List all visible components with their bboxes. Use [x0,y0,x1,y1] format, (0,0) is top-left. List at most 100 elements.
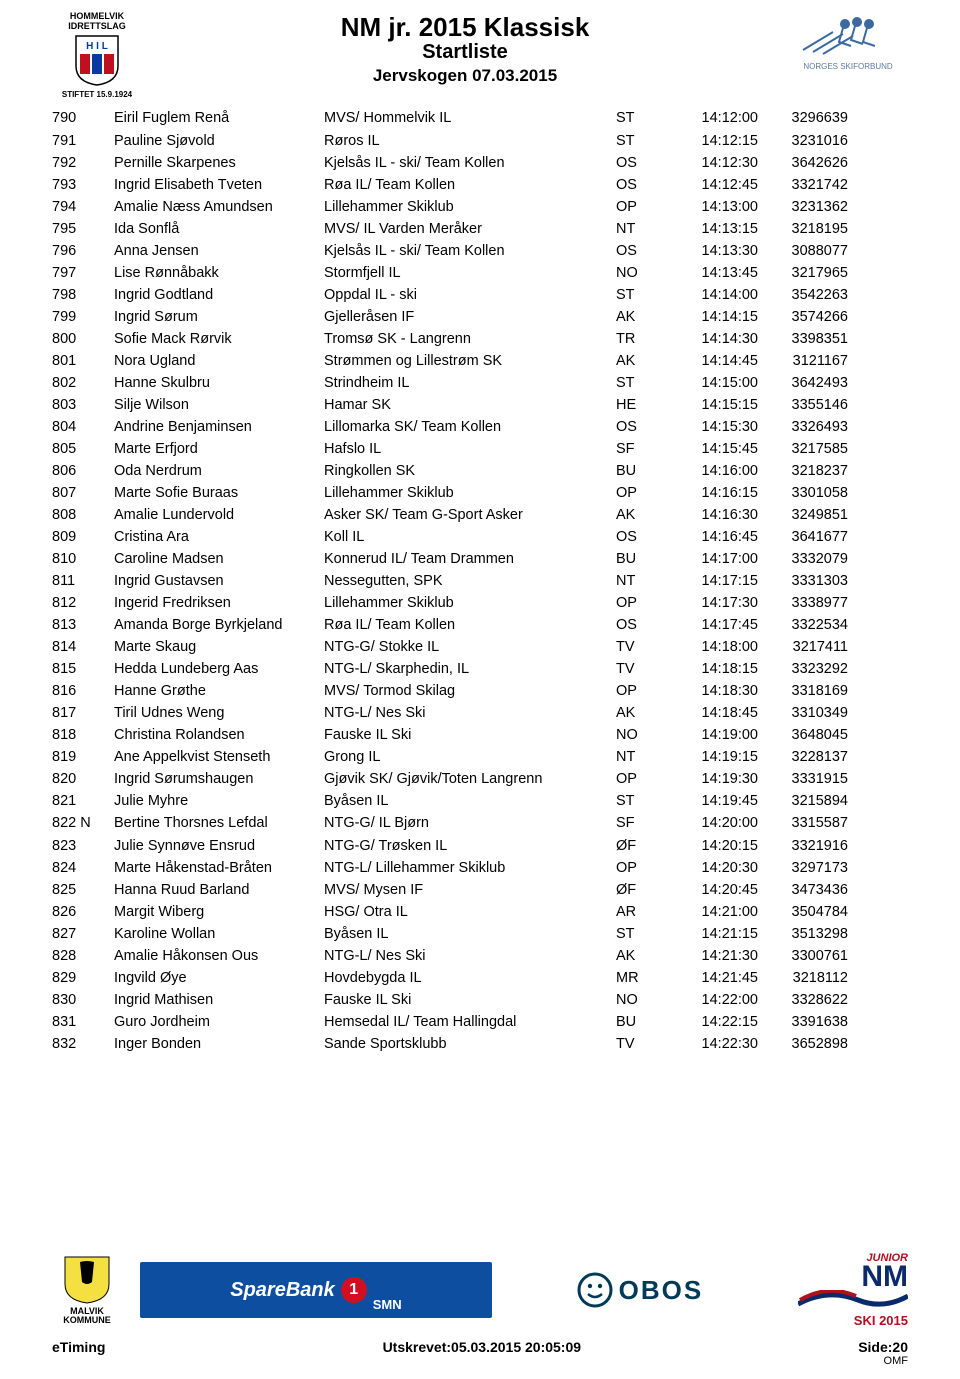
cell-region: AK [616,306,656,328]
cell-club: Røa IL/ Team Kollen [324,174,616,196]
table-row: 807Marte Sofie BuraasLillehammer Skiklub… [52,482,908,504]
cell-time: 14:16:00 [656,460,758,482]
federation-logo: NORGES SKIFORBUND [788,12,908,71]
cell-bib: 823 [52,835,114,857]
cell-id: 3398351 [758,328,848,350]
cell-time: 14:17:15 [656,570,758,592]
cell-time: 14:13:00 [656,196,758,218]
table-row: 830Ingrid MathisenFauske IL SkiNO14:22:0… [52,989,908,1011]
cell-name: Pauline Sjøvold [114,130,324,152]
cell-bib: 811 [52,570,114,592]
cell-id: 3249851 [758,504,848,526]
table-row: 798Ingrid GodtlandOppdal IL - skiST14:14… [52,284,908,306]
cell-id: 3355146 [758,394,848,416]
cell-time: 14:22:30 [656,1033,758,1055]
cell-club: Tromsø SK - Langrenn [324,328,616,350]
cell-time: 14:15:00 [656,372,758,394]
footer-center: Utskrevet:05.03.2015 20:05:09 [383,1339,581,1367]
table-row: 790Eiril Fuglem RenåMVS/ Hommelvik ILST1… [52,107,908,129]
cell-bib: 799 [52,306,114,328]
cell-id: 3218237 [758,460,848,482]
cell-id: 3513298 [758,923,848,945]
sponsor-bar: MALVIK KOMMUNE SpareBank 1 SMN OBOS JUNI… [52,1251,908,1329]
cell-region: OP [616,482,656,504]
cell-id: 3391638 [758,1011,848,1033]
cell-bib: 803 [52,394,114,416]
cell-id: 3322534 [758,614,848,636]
table-row: 831Guro JordheimHemsedal IL/ Team Hallin… [52,1011,908,1033]
cell-id: 3217585 [758,438,848,460]
cell-time: 14:14:15 [656,306,758,328]
cell-id: 3326493 [758,416,848,438]
cell-time: 14:12:15 [656,130,758,152]
cell-region: TV [616,636,656,658]
cell-region: AK [616,350,656,372]
cell-region: ST [616,923,656,945]
cell-time: 14:12:45 [656,174,758,196]
cell-name: Ingrid Godtland [114,284,324,306]
cell-id: 3321742 [758,174,848,196]
table-row: 817Tiril Udnes WengNTG-L/ Nes SkiAK14:18… [52,702,908,724]
cell-id: 3331915 [758,768,848,790]
cell-time: 14:20:15 [656,835,758,857]
cell-club: Lillehammer Skiklub [324,592,616,614]
cell-id: 3574266 [758,306,848,328]
cell-name: Inger Bonden [114,1033,324,1055]
cell-club: Ringkollen SK [324,460,616,482]
cell-name: Christina Rolandsen [114,724,324,746]
cell-time: 14:21:45 [656,967,758,989]
cell-club: Gjelleråsen IF [324,306,616,328]
cell-bib: 802 [52,372,114,394]
cell-bib: 818 [52,724,114,746]
cell-club: Røa IL/ Team Kollen [324,614,616,636]
cell-id: 3652898 [758,1033,848,1055]
federation-name: NORGES SKIFORBUND [788,62,908,71]
cell-club: Strindheim IL [324,372,616,394]
cell-time: 14:20:45 [656,879,758,901]
cell-id: 3642493 [758,372,848,394]
cell-region: OS [616,526,656,548]
cell-id: 3332079 [758,548,848,570]
cell-club: NTG-G/ IL Bjørn [324,812,616,834]
shield-icon: H I L [74,34,120,86]
cell-time: 14:21:30 [656,945,758,967]
cell-bib: 819 [52,746,114,768]
cell-time: 14:17:30 [656,592,758,614]
footer-omf: OMF [858,1355,908,1367]
cell-club: Stormfjell IL [324,262,616,284]
cell-bib: 790 [52,107,114,129]
cell-bib: 824 [52,857,114,879]
cell-region: ØF [616,879,656,901]
cell-name: Tiril Udnes Weng [114,702,324,724]
malvik-shield-icon [62,1254,112,1304]
club-founded: STIFTET 15.9.1924 [52,91,142,100]
cell-id: 3315587 [758,812,848,834]
cell-club: Fauske IL Ski [324,724,616,746]
cell-bib: 832 [52,1033,114,1055]
cell-name: Ingrid Elisabeth Tveten [114,174,324,196]
table-row: 832Inger BondenSande SportsklubbTV14:22:… [52,1033,908,1055]
cell-region: TR [616,328,656,350]
cell-time: 14:20:00 [656,812,758,834]
cell-region: AR [616,901,656,923]
cell-id: 3328622 [758,989,848,1011]
cell-club: MVS/ Hommelvik IL [324,107,616,129]
cell-region: BU [616,1011,656,1033]
cell-club: HSG/ Otra IL [324,901,616,923]
cell-region: TV [616,1033,656,1055]
cell-club: Kjelsås IL - ski/ Team Kollen [324,152,616,174]
cell-name: Bertine Thorsnes Lefdal [114,812,324,834]
cell-time: 14:21:15 [656,923,758,945]
table-row: 823Julie Synnøve EnsrudNTG-G/ Trøsken IL… [52,835,908,857]
cell-bib: 808 [52,504,114,526]
table-row: 814Marte SkaugNTG-G/ Stokke ILTV14:18:00… [52,636,908,658]
cell-name: Caroline Madsen [114,548,324,570]
cell-id: 3318169 [758,680,848,702]
cell-name: Marte Sofie Buraas [114,482,324,504]
cell-id: 3088077 [758,240,848,262]
cell-region: SF [616,438,656,460]
cell-name: Ane Appelkvist Stenseth [114,746,324,768]
skiing-icon [793,12,903,60]
cell-region: BU [616,460,656,482]
table-row: 810Caroline MadsenKonnerud IL/ Team Dram… [52,548,908,570]
